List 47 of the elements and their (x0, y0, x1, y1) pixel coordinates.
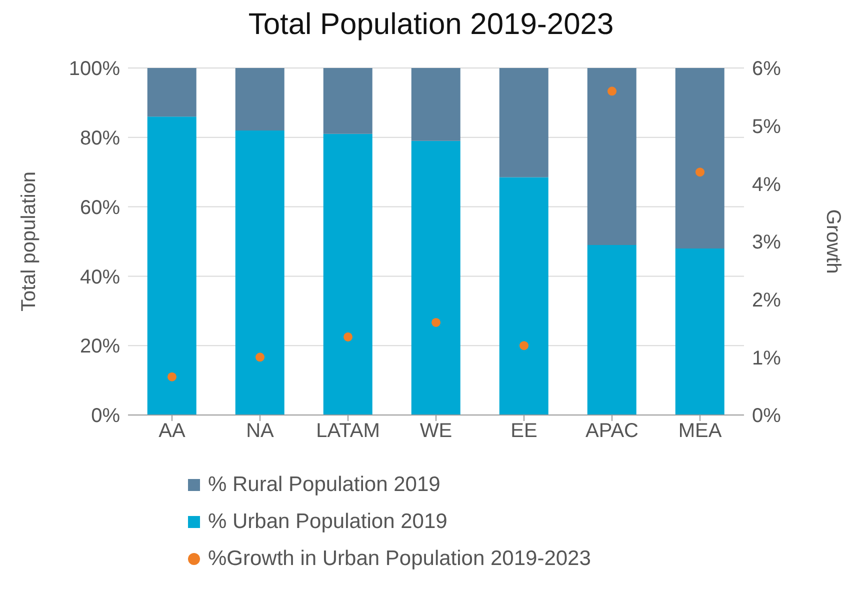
y2-tick-label: 4% (752, 174, 782, 196)
bar (499, 177, 548, 415)
bar (675, 248, 724, 415)
y-tick-label: 100% (68, 58, 120, 80)
legend-label: % Urban Population 2019 (208, 510, 448, 534)
x-tick-label: AA (158, 420, 186, 442)
bar (411, 68, 460, 141)
y2-axis-title: Growth (822, 209, 844, 274)
y-tick-label: 40% (80, 266, 120, 288)
x-tick-label: NA (246, 420, 275, 442)
legend-label: %Growth in Urban Population 2019-2023 (208, 546, 591, 570)
bar (323, 134, 372, 415)
point (343, 332, 353, 342)
point (607, 86, 617, 96)
chart-title: Total Population 2019-2023 (247, 8, 615, 43)
y2-tick-label: 0% (752, 405, 782, 428)
y2-tick-label: 5% (752, 116, 782, 138)
y2-tick-label: 2% (752, 289, 782, 312)
y2-tick-label: 3% (752, 232, 782, 254)
x-tick-label: APAC (586, 420, 638, 442)
bar (235, 130, 284, 415)
y2-tick-label: 6% (752, 58, 782, 80)
point (167, 372, 177, 382)
point (519, 341, 529, 350)
bar (235, 68, 284, 130)
point (431, 318, 441, 327)
x-tick-label: EE (510, 420, 538, 442)
y-tick-label: 60% (80, 196, 120, 219)
y-tick-label: 20% (80, 336, 120, 358)
point (695, 168, 705, 177)
bar (675, 68, 724, 248)
bar (587, 244, 636, 415)
x-tick-label: LATAM (316, 420, 380, 442)
y-tick-label: 0% (91, 405, 120, 428)
bar (147, 116, 196, 415)
y-axis-title: Total population (18, 171, 40, 312)
y2-tick-label: 1% (752, 347, 782, 370)
bar (499, 68, 548, 178)
y-tick-label: 80% (80, 128, 120, 150)
x-tick-label: MEA (678, 420, 722, 442)
point (255, 352, 265, 362)
bar (587, 68, 636, 245)
bar (323, 68, 372, 134)
bar (411, 140, 460, 415)
x-tick-label: WE (420, 420, 452, 442)
legend-label: % Rural Population 2019 (208, 472, 440, 496)
bar (147, 68, 196, 117)
